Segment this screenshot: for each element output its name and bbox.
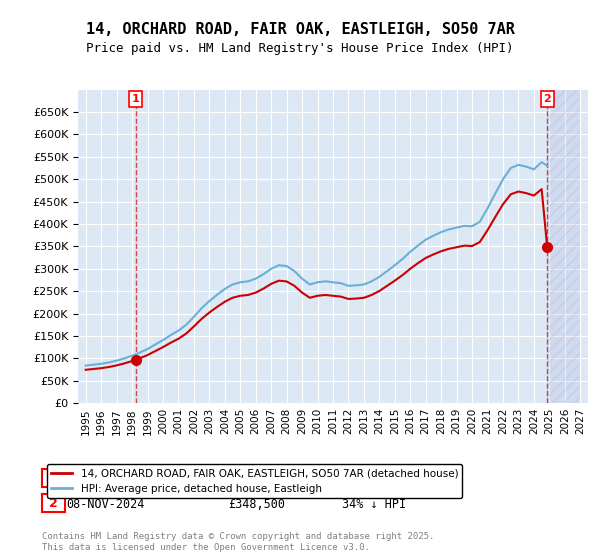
Text: Contains HM Land Registry data © Crown copyright and database right 2025.
This d: Contains HM Land Registry data © Crown c…	[42, 532, 434, 552]
Text: 34% ↓ HPI: 34% ↓ HPI	[342, 497, 406, 511]
Text: 08-NOV-2024: 08-NOV-2024	[66, 497, 145, 511]
Legend: 14, ORCHARD ROAD, FAIR OAK, EASTLEIGH, SO50 7AR (detached house), HPI: Average p: 14, ORCHARD ROAD, FAIR OAK, EASTLEIGH, S…	[47, 464, 463, 498]
Text: £97,000: £97,000	[228, 472, 278, 486]
Text: Price paid vs. HM Land Registry's House Price Index (HPI): Price paid vs. HM Land Registry's House …	[86, 42, 514, 55]
Text: 2: 2	[49, 497, 58, 510]
Text: £348,500: £348,500	[228, 497, 285, 511]
Text: 20% ↓ HPI: 20% ↓ HPI	[342, 472, 406, 486]
Text: 2: 2	[544, 94, 551, 104]
Text: 1: 1	[132, 94, 140, 104]
Text: 1: 1	[49, 472, 58, 484]
Text: 14, ORCHARD ROAD, FAIR OAK, EASTLEIGH, SO50 7AR: 14, ORCHARD ROAD, FAIR OAK, EASTLEIGH, S…	[86, 22, 514, 38]
Text: 27-MAR-1998: 27-MAR-1998	[66, 472, 145, 486]
Bar	[547, 90, 580, 403]
